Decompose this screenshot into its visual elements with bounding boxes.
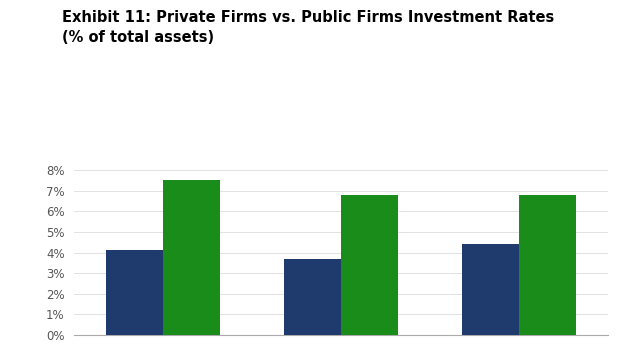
Bar — [107, 251, 163, 335]
Bar — [462, 244, 519, 335]
Bar — [341, 195, 398, 335]
Bar — [519, 195, 575, 335]
Bar — [284, 259, 341, 335]
Text: Exhibit 11: Private Firms vs. Public Firms Investment Rates
(% of total assets): Exhibit 11: Private Firms vs. Public Fir… — [62, 10, 554, 45]
Bar — [163, 180, 220, 335]
